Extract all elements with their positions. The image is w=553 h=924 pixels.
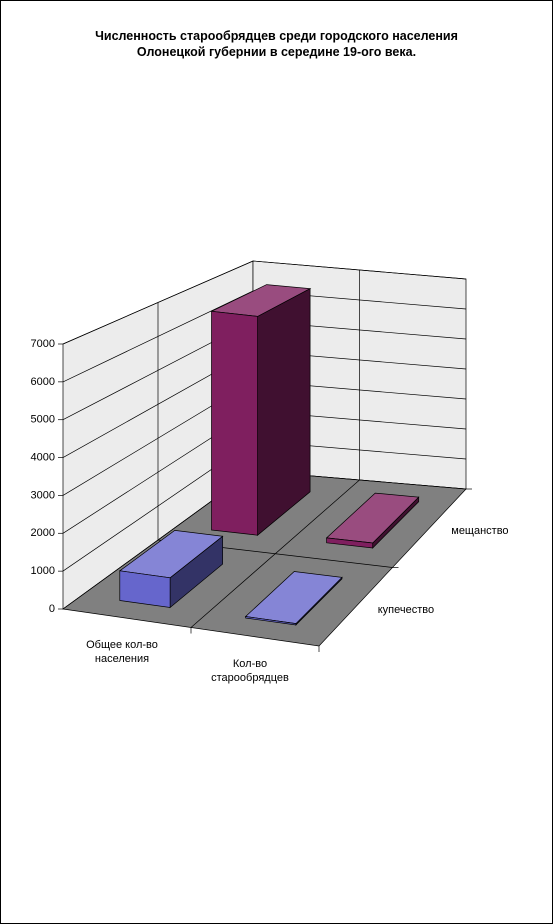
bar-front (211, 310, 258, 536)
bar-front (119, 570, 171, 608)
chart-title: Численность старообрядцев среди городско… (95, 29, 458, 59)
x-tick-label: Общее кол-во населения (86, 639, 158, 666)
grid-line (62, 260, 467, 345)
y-tick-label: 4000 (31, 451, 55, 463)
y-tick-label: 7000 (31, 338, 55, 350)
y-tick-label: 1000 (31, 565, 55, 577)
y-tick-label: 6000 (31, 376, 55, 388)
legend-label: купечество (377, 603, 435, 616)
bar-front (245, 616, 297, 626)
bar-side (257, 288, 311, 536)
legend-label: мещанство (451, 525, 509, 538)
y-tick-label: 0 (49, 603, 55, 615)
x-tick-label: Кол-во старообрядцев (211, 657, 289, 684)
y-tick-label: 3000 (31, 489, 55, 501)
y-tick-label: 2000 (31, 527, 55, 539)
bar-front (326, 537, 374, 549)
y-tick-label: 5000 (31, 414, 55, 426)
